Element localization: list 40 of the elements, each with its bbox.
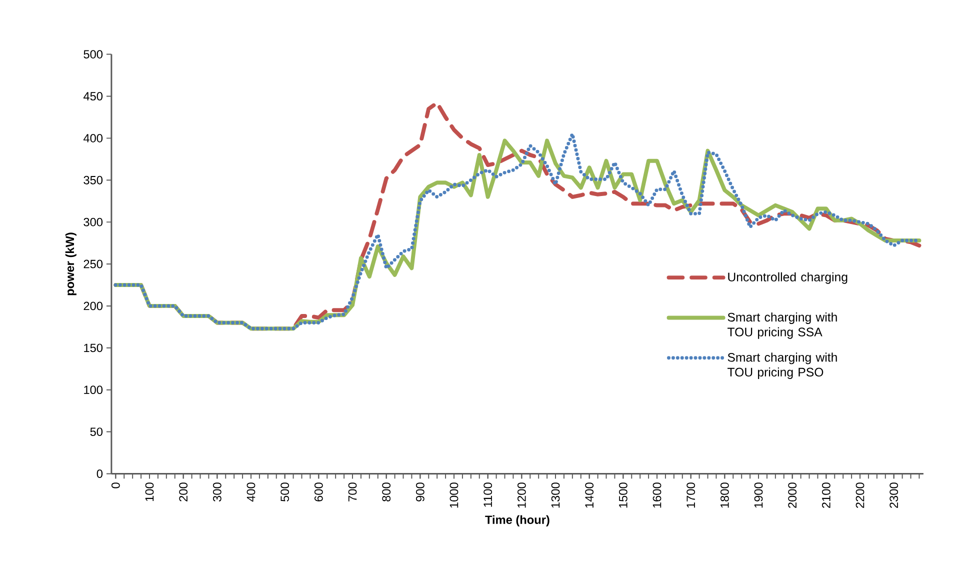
x-tick-label: 2200 [856,482,864,508]
x-tick-label: 2000 [788,482,797,508]
x-tick-label: 2100 [822,482,830,508]
y-tick-label: 150 [84,344,103,352]
x-tick-label: 400 [246,482,256,502]
y-tick-label: 500 [84,50,103,58]
x-tick-label: 300 [212,482,222,502]
x-tick-label: 1900 [754,482,763,508]
x-tick-label: 1800 [720,482,729,508]
x-tick-label: 600 [314,482,323,502]
x-tick-label: 900 [416,482,424,502]
x-tick-label: 1300 [551,482,560,508]
y-tick-label: 250 [84,260,103,268]
x-tick-label: 1500 [618,482,628,508]
x-tick-label: 700 [348,482,357,502]
y-tick-label: 300 [84,218,103,226]
x-axis-title: Time (hour) [485,515,550,526]
x-tick-label: 0 [111,482,120,488]
y-tick-label: 400 [83,134,103,142]
x-tick-label: 1400 [585,482,594,508]
x-tick-label: 1700 [686,482,696,508]
y-tick-label: 200 [84,302,103,310]
x-tick-label: 100 [145,482,154,502]
legend-label: Smart charging with TOU pricing PSO [728,352,837,379]
y-tick-label: 0 [96,469,103,478]
x-tick-label: 800 [382,482,391,502]
y-tick-label: 450 [83,92,103,100]
y-axis-title: power (kW) [65,232,76,296]
x-tick-label: 1100 [484,482,492,507]
x-tick-label: 1600 [652,482,662,508]
y-tick-label: 50 [90,428,103,436]
x-tick-label: 2300 [890,482,898,508]
legend-label: Smart charging with TOU pricing SSA [728,312,837,339]
x-tick-label: 1000 [450,482,458,508]
y-tick-label: 350 [84,176,103,184]
x-tick-label: 200 [179,482,188,502]
y-tick-label: 100 [84,386,103,394]
x-tick-label: 1200 [517,482,526,508]
x-tick-label: 500 [280,482,290,502]
legend-label: Uncontrolled charging [728,272,848,284]
